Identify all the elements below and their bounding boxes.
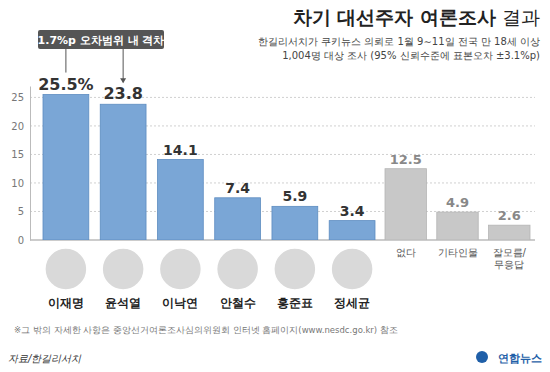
bar [385,169,426,240]
category-label: 잘모름/무응답 [493,247,527,270]
bar [157,160,203,240]
bar [100,104,146,240]
annotation-arrow [120,78,126,83]
logo-mark [476,351,488,363]
y-tick: 15 [11,149,30,160]
y-tick: 25 [11,92,30,103]
data-label: 23.8 [103,84,142,103]
category-label: 윤석열 [105,296,141,310]
portrait [217,248,259,290]
category-label: 기타인물 [438,247,478,258]
bar [489,225,530,240]
bar [215,198,261,240]
bar [437,212,478,240]
category-label: 홍준표 [277,296,313,310]
subtitle: 한길리서치가 쿠키뉴스 의뢰로 1월 9∼11일 전국 만 18세 이상 [258,36,540,47]
y-tick-label: 0 [18,235,24,246]
logo: 연합뉴스 [498,352,542,365]
annotation-box [38,30,164,49]
data-labels: 25.5% 23.8 14.1 7.4 5.9 3.4 12.5 4.9 2.6 [38,75,521,224]
categories: 이재명 윤석열 이낙연 안철수 홍준표 정세균 없다 기타인물 잘모름/무응답 [45,247,527,310]
bar [43,95,89,240]
data-label: 2.6 [498,208,521,223]
category-label: 없다 [396,247,416,258]
grid [30,97,535,240]
bar [329,221,375,240]
category-label: 이낙연 [162,296,198,310]
annotation-connector [65,49,66,73]
note: ※그 밖의 자세한 사항은 중앙선거여론조사심의위원회 인터넷 홈페이지(www… [14,325,398,335]
category-label: 안철수 [220,296,256,310]
subtitle: 1,004명 대상 조사 (95% 신뢰수준에 표본오차 ±3.1%p) [282,50,540,61]
bars [43,95,530,240]
data-label: 7.4 [225,180,250,196]
y-axis: 0 5 10 15 20 25 [11,87,30,246]
y-tick: 5 [18,206,30,217]
y-tick-label: 10 [11,178,24,189]
portrait [102,248,144,290]
y-tick-label: 15 [11,149,24,160]
bar [272,206,318,240]
category-label: 이재명 [48,296,84,310]
category-label: 정세균 [334,296,370,310]
data-label: 25.5% [38,75,94,94]
data-label: 4.9 [446,195,469,210]
portrait [159,248,201,290]
annotation-text: 1.7%p 오차범위 내 격차 [38,34,165,47]
data-label: 14.1 [163,142,198,158]
annotation: 1.7%p 오차범위 내 격차 [38,30,165,83]
source: 자료/한길리서치 [8,353,82,364]
data-label: 3.4 [340,203,365,219]
portrait [331,248,373,290]
y-tick-label: 20 [11,121,24,132]
portrait [274,248,316,290]
data-label: 12.5 [390,152,422,167]
y-tick-label: 5 [18,206,24,217]
portrait [45,248,87,290]
y-tick: 20 [11,121,30,132]
data-label: 5.9 [282,188,307,204]
y-tick-label: 25 [11,92,24,103]
title: 차기 대선주자 여론조사 결과 [293,6,540,28]
y-tick: 0 [18,235,30,246]
y-axis-line [30,87,31,241]
annotation-connector [123,49,124,82]
y-tick: 10 [11,178,30,189]
chart: 차기 대선주자 여론조사 결과한길리서치가 쿠키뉴스 의뢰로 1월 9∼11일 … [0,0,550,372]
